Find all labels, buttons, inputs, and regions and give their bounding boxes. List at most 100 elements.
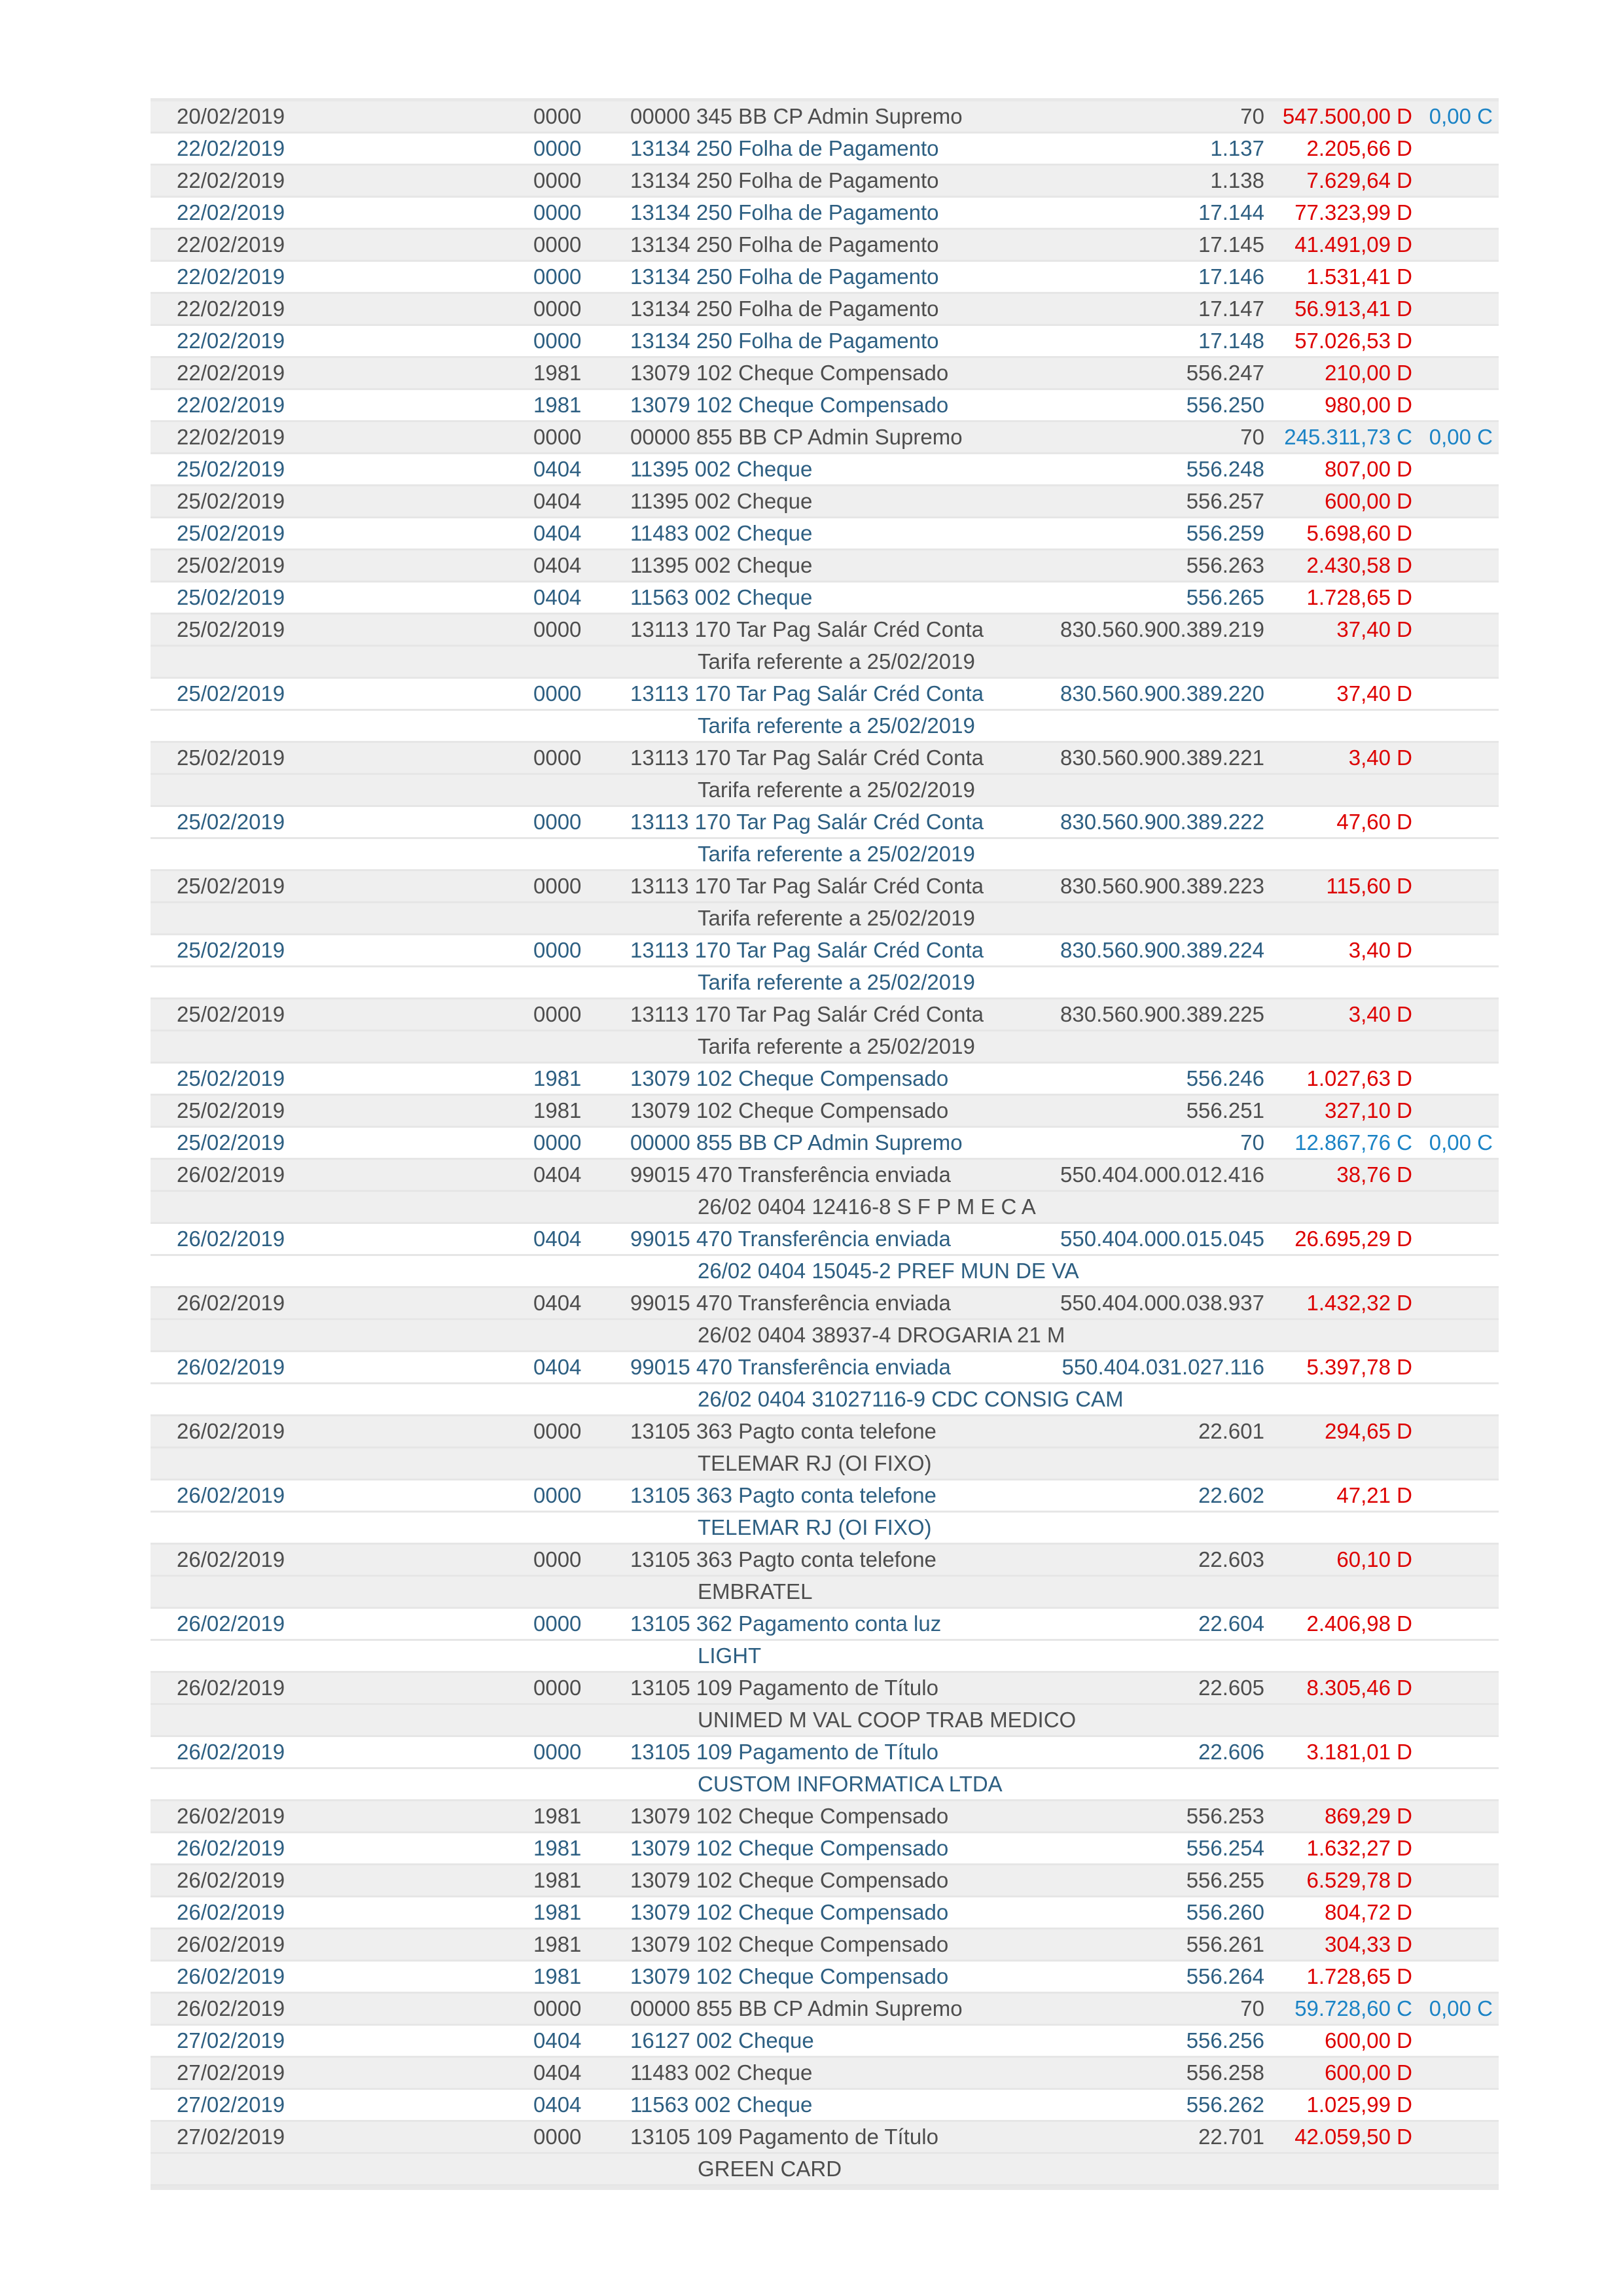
document-number-cell: 830.560.900.389.224	[1060, 938, 1264, 962]
table-row: 26/02/2019 0000 13105 362 Pagamento conta …	[151, 1609, 1499, 1641]
date-cell: 25/02/2019	[177, 457, 285, 481]
description-cell: 13113 170 Tar Pag Salár Créd Conta	[630, 681, 984, 706]
document-number-cell: 556.250	[1186, 393, 1264, 417]
amount-cell: 38,76 D	[1336, 1162, 1412, 1187]
date-cell: 25/02/2019	[177, 810, 285, 834]
note-line: Tarifa referente a 25/02/2019	[151, 903, 1499, 935]
date-cell: 26/02/2019	[177, 1291, 285, 1315]
note-text: Tarifa referente a 25/02/2019	[698, 842, 975, 866]
date-cell: 22/02/2019	[177, 136, 285, 160]
branch-code-cell: 1981	[533, 1932, 582, 1956]
description-cell: 13134 250 Folha de Pagamento	[630, 329, 939, 353]
branch-code-cell: 0000	[533, 745, 582, 770]
document-number-cell: 22.701	[1198, 2125, 1264, 2149]
date-cell: 26/02/2019	[177, 1419, 285, 1443]
document-number-cell: 17.147	[1198, 296, 1264, 321]
branch-code-cell: 1981	[533, 1098, 582, 1122]
document-number-cell: 556.259	[1186, 521, 1264, 545]
amount-cell: 47,60 D	[1336, 810, 1412, 834]
date-cell: 22/02/2019	[177, 200, 285, 224]
date-cell: 25/02/2019	[177, 1066, 285, 1090]
document-number-cell: 830.560.900.389.225	[1060, 1002, 1264, 1026]
branch-code-cell: 0000	[533, 329, 582, 353]
note-text: Tarifa referente a 25/02/2019	[698, 713, 975, 738]
table-row: 22/02/2019 0000 00000 855 BB CP Admin Supr…	[151, 422, 1499, 454]
table-row: 22/02/2019 0000 13134 250 Folha de Pagamen…	[151, 230, 1499, 262]
note-line: TELEMAR RJ (OI FIXO)	[151, 1448, 1499, 1480]
date-cell: 26/02/2019	[177, 1836, 285, 1860]
table-row: 25/02/2019 0000 13113 170 Tar Pag Salár Cr…	[151, 999, 1499, 1031]
note-line: 26/02 0404 12416-8 S F P M E C A	[151, 1192, 1499, 1224]
note-text: Tarifa referente a 25/02/2019	[698, 970, 975, 994]
amount-cell: 26.695,29 D	[1294, 1227, 1412, 1251]
amount-cell: 327,10 D	[1325, 1098, 1412, 1122]
amount-cell: 1.027,63 D	[1306, 1066, 1412, 1090]
branch-code-cell: 1981	[533, 1868, 582, 1892]
branch-code-cell: 0000	[533, 938, 582, 962]
description-cell: 13113 170 Tar Pag Salár Créd Conta	[630, 810, 984, 834]
document-number-cell: 550.404.000.015.045	[1060, 1227, 1264, 1251]
branch-code-cell: 1981	[533, 1836, 582, 1860]
branch-code-cell: 0404	[533, 1227, 582, 1251]
amount-cell: 1.632,27 D	[1306, 1836, 1412, 1860]
branch-code-cell: 0000	[533, 810, 582, 834]
amount-cell: 59.728,60 C	[1294, 1996, 1412, 2020]
document-number-cell: 70	[1240, 1996, 1264, 2020]
branch-code-cell: 0000	[533, 617, 582, 641]
document-number-cell: 830.560.900.389.222	[1060, 810, 1264, 834]
table-row: 27/02/2019 0404 11563 002 Cheque 556.262 1.0…	[151, 2090, 1499, 2122]
document-number-cell: 1.137	[1210, 136, 1264, 160]
branch-code-cell: 0404	[533, 1291, 582, 1315]
document-number-cell: 830.560.900.389.219	[1060, 617, 1264, 641]
date-cell: 26/02/2019	[177, 1483, 285, 1507]
date-cell: 25/02/2019	[177, 521, 285, 545]
table-row: 26/02/2019 0000 13105 109 Pagamento de Tít…	[151, 1737, 1499, 1769]
document-number-cell: 17.146	[1198, 264, 1264, 289]
description-cell: 13105 363 Pagto conta telefone	[630, 1547, 936, 1571]
branch-code-cell: 0000	[533, 296, 582, 321]
note-line: Tarifa referente a 25/02/2019	[151, 1031, 1499, 1064]
amount-cell: 115,60 D	[1326, 874, 1412, 898]
amount-cell: 60,10 D	[1336, 1547, 1412, 1571]
table-row: 26/02/2019 0404 99015 470 Transferência en…	[151, 1224, 1499, 1256]
amount-cell: 547.500,00 D	[1282, 104, 1412, 128]
document-number-cell: 22.606	[1198, 1740, 1264, 1764]
date-cell: 26/02/2019	[177, 1932, 285, 1956]
amount-cell: 600,00 D	[1325, 2060, 1412, 2085]
branch-code-cell: 0000	[533, 1547, 582, 1571]
note-text: Tarifa referente a 25/02/2019	[698, 778, 975, 802]
table-row: 25/02/2019 0000 13113 170 Tar Pag Salár Cr…	[151, 871, 1499, 903]
description-cell: 11395 002 Cheque	[630, 457, 813, 481]
branch-code-cell: 1981	[533, 393, 582, 417]
date-cell: 22/02/2019	[177, 329, 285, 353]
document-number-cell: 556.248	[1186, 457, 1264, 481]
description-cell: 13105 109 Pagamento de Título	[630, 1740, 938, 1764]
table-row: 26/02/2019 1981 13079 102 Cheque Compensad…	[151, 1897, 1499, 1929]
document-number-cell: 556.263	[1186, 553, 1264, 577]
date-cell: 20/02/2019	[177, 104, 285, 128]
description-cell: 13079 102 Cheque Compensado	[630, 1932, 949, 1956]
date-cell: 26/02/2019	[177, 1611, 285, 1636]
description-cell: 99015 470 Transferência enviada	[630, 1291, 951, 1315]
document-number-cell: 22.601	[1198, 1419, 1264, 1443]
amount-cell: 5.397,78 D	[1306, 1355, 1412, 1379]
note-line: EMBRATEL	[151, 1577, 1499, 1609]
table-row: 25/02/2019 0404 11395 002 Cheque 556.257 600…	[151, 486, 1499, 518]
table-row: 26/02/2019 0000 13105 363 Pagto conta tele…	[151, 1416, 1499, 1448]
branch-code-cell: 0000	[533, 264, 582, 289]
description-cell: 13134 250 Folha de Pagamento	[630, 168, 939, 192]
table-bottom-border	[151, 2186, 1499, 2190]
description-cell: 13134 250 Folha de Pagamento	[630, 264, 939, 289]
description-cell: 11395 002 Cheque	[630, 553, 813, 577]
date-cell: 26/02/2019	[177, 1804, 285, 1828]
table-row: 26/02/2019 0000 13105 109 Pagamento de Tít…	[151, 1673, 1499, 1705]
date-cell: 22/02/2019	[177, 393, 285, 417]
table-row: 26/02/2019 1981 13079 102 Cheque Compensad…	[151, 1801, 1499, 1833]
description-cell: 11563 002 Cheque	[630, 2092, 813, 2117]
note-text: Tarifa referente a 25/02/2019	[698, 906, 975, 930]
date-cell: 26/02/2019	[177, 1355, 285, 1379]
note-text: Tarifa referente a 25/02/2019	[698, 649, 975, 673]
table-row: 22/02/2019 0000 13134 250 Folha de Pagamen…	[151, 166, 1499, 198]
note-line: Tarifa referente a 25/02/2019	[151, 711, 1499, 743]
table-row: 25/02/2019 0000 13113 170 Tar Pag Salár Cr…	[151, 615, 1499, 647]
